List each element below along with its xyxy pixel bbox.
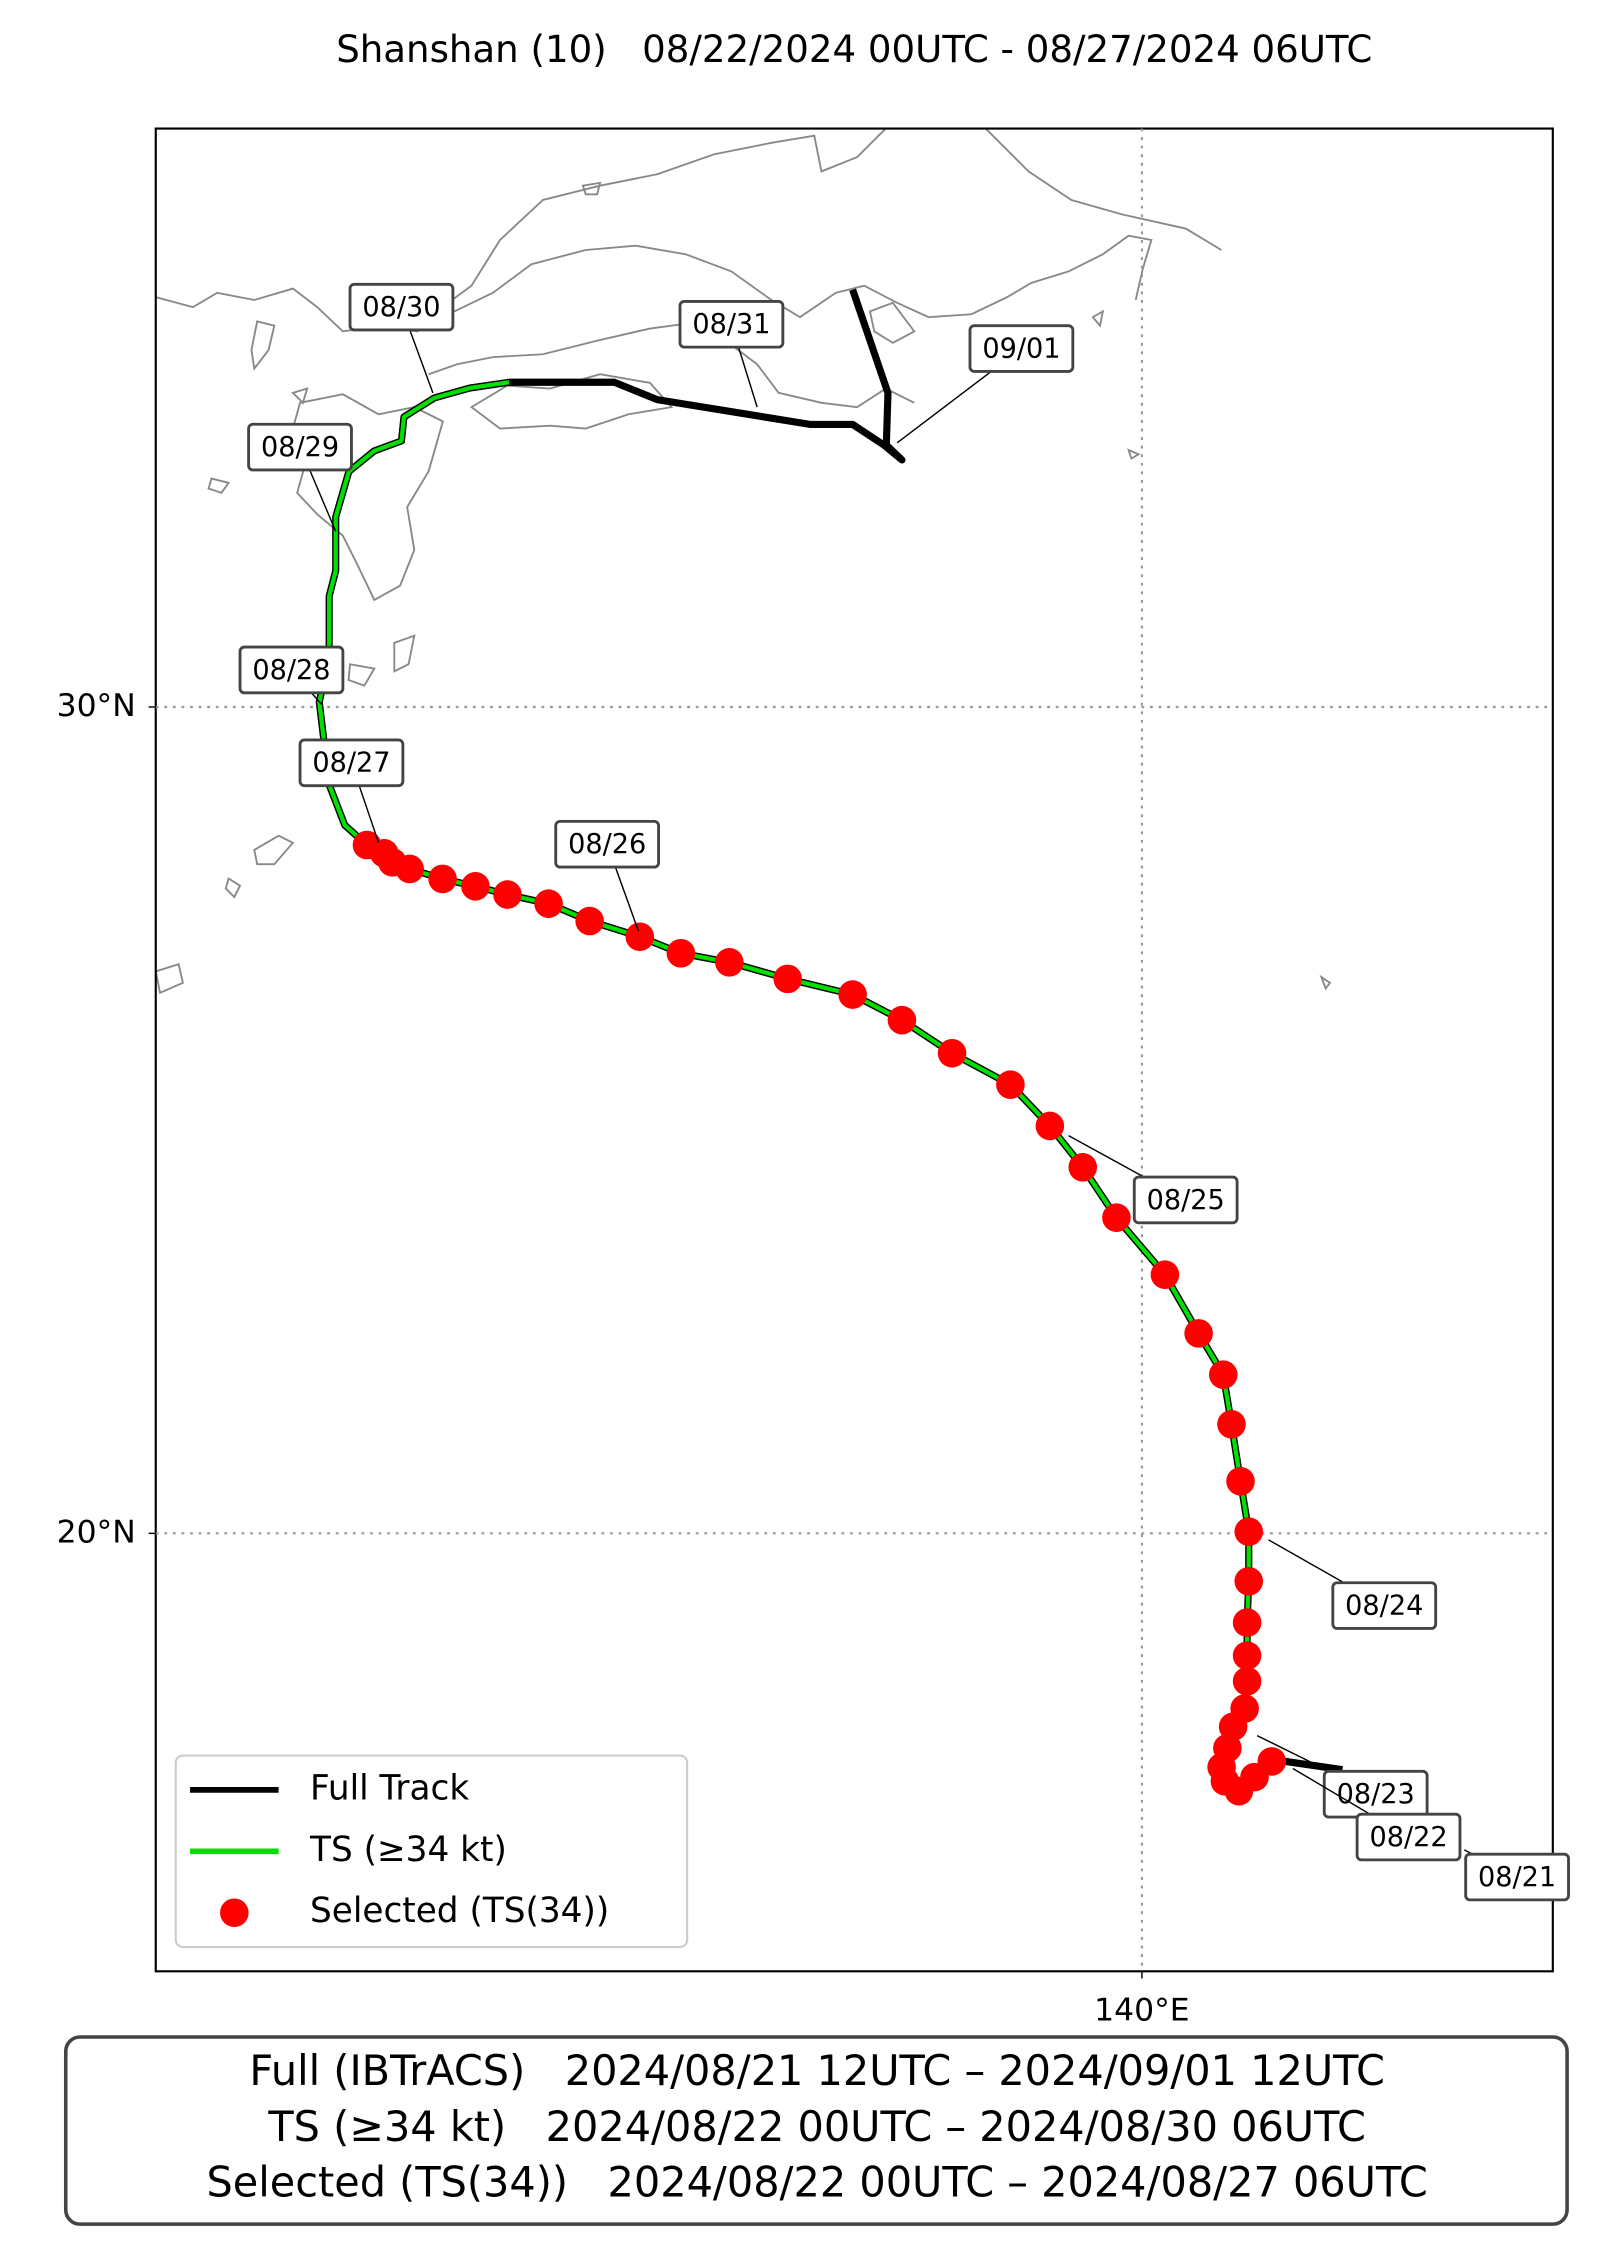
- date-label-box: [1355, 1812, 1462, 1862]
- coastline: [469, 373, 674, 430]
- summary-line: Selected (TS(34)) 2024/08/22 00UTC – 202…: [207, 2159, 1428, 2207]
- date-label-box: [298, 738, 405, 788]
- coastlines: [154, 127, 1332, 995]
- date-label: 08/30: [362, 292, 440, 323]
- plot-frame: [154, 127, 1554, 1973]
- legend-marker: [220, 1898, 249, 1928]
- date-label-box: [348, 282, 455, 332]
- track-point: [773, 964, 803, 994]
- track-point: [1208, 1360, 1238, 1389]
- date-label-box: [238, 645, 345, 695]
- date-label: 08/26: [568, 829, 646, 860]
- tracks: [315, 288, 1343, 1806]
- track-point: [666, 938, 696, 968]
- date-label: 08/27: [312, 748, 390, 779]
- track-point: [534, 889, 563, 918]
- track-point: [1035, 1111, 1065, 1141]
- date-labels: 08/30 08/31 09/01 08/29 08/28 08/27 08/26 08/25…: [238, 282, 1570, 1902]
- track-point: [715, 948, 744, 977]
- track-point: [493, 880, 522, 909]
- date-label-box: [678, 299, 785, 349]
- date-label: 08/23: [1337, 1779, 1415, 1810]
- track-point: [1230, 1694, 1259, 1723]
- date-label: 08/22: [1369, 1822, 1447, 1853]
- date-label-box: [1464, 1852, 1570, 1902]
- track-point: [1184, 1319, 1213, 1348]
- coastline: [428, 127, 1222, 318]
- legend-label: Selected (TS(34)): [310, 1891, 609, 1931]
- date-label: 08/29: [261, 432, 339, 463]
- date-label: 08/24: [1345, 1591, 1423, 1622]
- track-point: [1217, 1409, 1246, 1439]
- coastline: [428, 321, 915, 409]
- track-point: [1226, 1466, 1255, 1496]
- track-point: [1213, 1733, 1242, 1763]
- legend-label: TS (≥34 kt): [309, 1830, 507, 1870]
- date-label-box: [247, 422, 353, 472]
- y-tick-label: 20°N: [57, 1514, 136, 1550]
- track-point: [1234, 1517, 1264, 1546]
- date-label: 08/28: [252, 655, 330, 686]
- track-point: [428, 864, 457, 894]
- track-point: [1068, 1152, 1098, 1182]
- date-label: 08/21: [1478, 1862, 1556, 1893]
- date-label: 09/01: [982, 333, 1060, 364]
- date-label-box: [1132, 1175, 1239, 1225]
- date-label-box: [554, 819, 661, 869]
- x-tick-label: 140°E: [1094, 1992, 1189, 2028]
- coastline: [154, 181, 1332, 995]
- track-point: [937, 1038, 967, 1068]
- chart-title: Shanshan (10) 08/22/2024 00UTC - 08/27/2…: [336, 28, 1372, 71]
- track-point: [996, 1070, 1025, 1099]
- track-point: [1232, 1608, 1262, 1637]
- track-point: [625, 922, 655, 952]
- date-label: 08/25: [1147, 1185, 1225, 1216]
- track-line: [315, 288, 1343, 1795]
- track-point: [461, 872, 490, 901]
- summary-box: [63, 2035, 1569, 2226]
- coastline: [291, 393, 444, 602]
- y-tick-label: 30°N: [57, 688, 136, 724]
- grid: [148, 128, 1553, 1979]
- summary: Full (IBTrACS) 2024/08/21 12UTC – 2024/0…: [63, 2035, 1569, 2226]
- track-point: [838, 980, 867, 1009]
- track-point: [1102, 1203, 1131, 1232]
- track-point: [575, 906, 604, 936]
- track-point: [352, 830, 382, 860]
- date-label-box: [968, 324, 1075, 373]
- summary-line: TS (≥34 kt) 2024/08/22 00UTC – 2024/08/3…: [267, 2103, 1366, 2151]
- track-point: [1232, 1641, 1262, 1670]
- track-point: [887, 1005, 917, 1035]
- date-label-box: [1331, 1581, 1438, 1630]
- date-label: 08/31: [692, 309, 770, 340]
- track-line: [317, 380, 1274, 1794]
- track-point: [1232, 1666, 1262, 1696]
- legend-box: [174, 1754, 689, 1949]
- legend: Full Track TS (≥34 kt) Selected (TS(34)): [174, 1754, 689, 1949]
- coastline: [155, 234, 1153, 333]
- summary-line: Full (IBTrACS) 2024/08/21 12UTC – 2024/0…: [249, 2047, 1385, 2095]
- track-point: [1150, 1260, 1180, 1289]
- track-point: [1234, 1566, 1264, 1596]
- legend-label: Full Track: [310, 1768, 469, 1808]
